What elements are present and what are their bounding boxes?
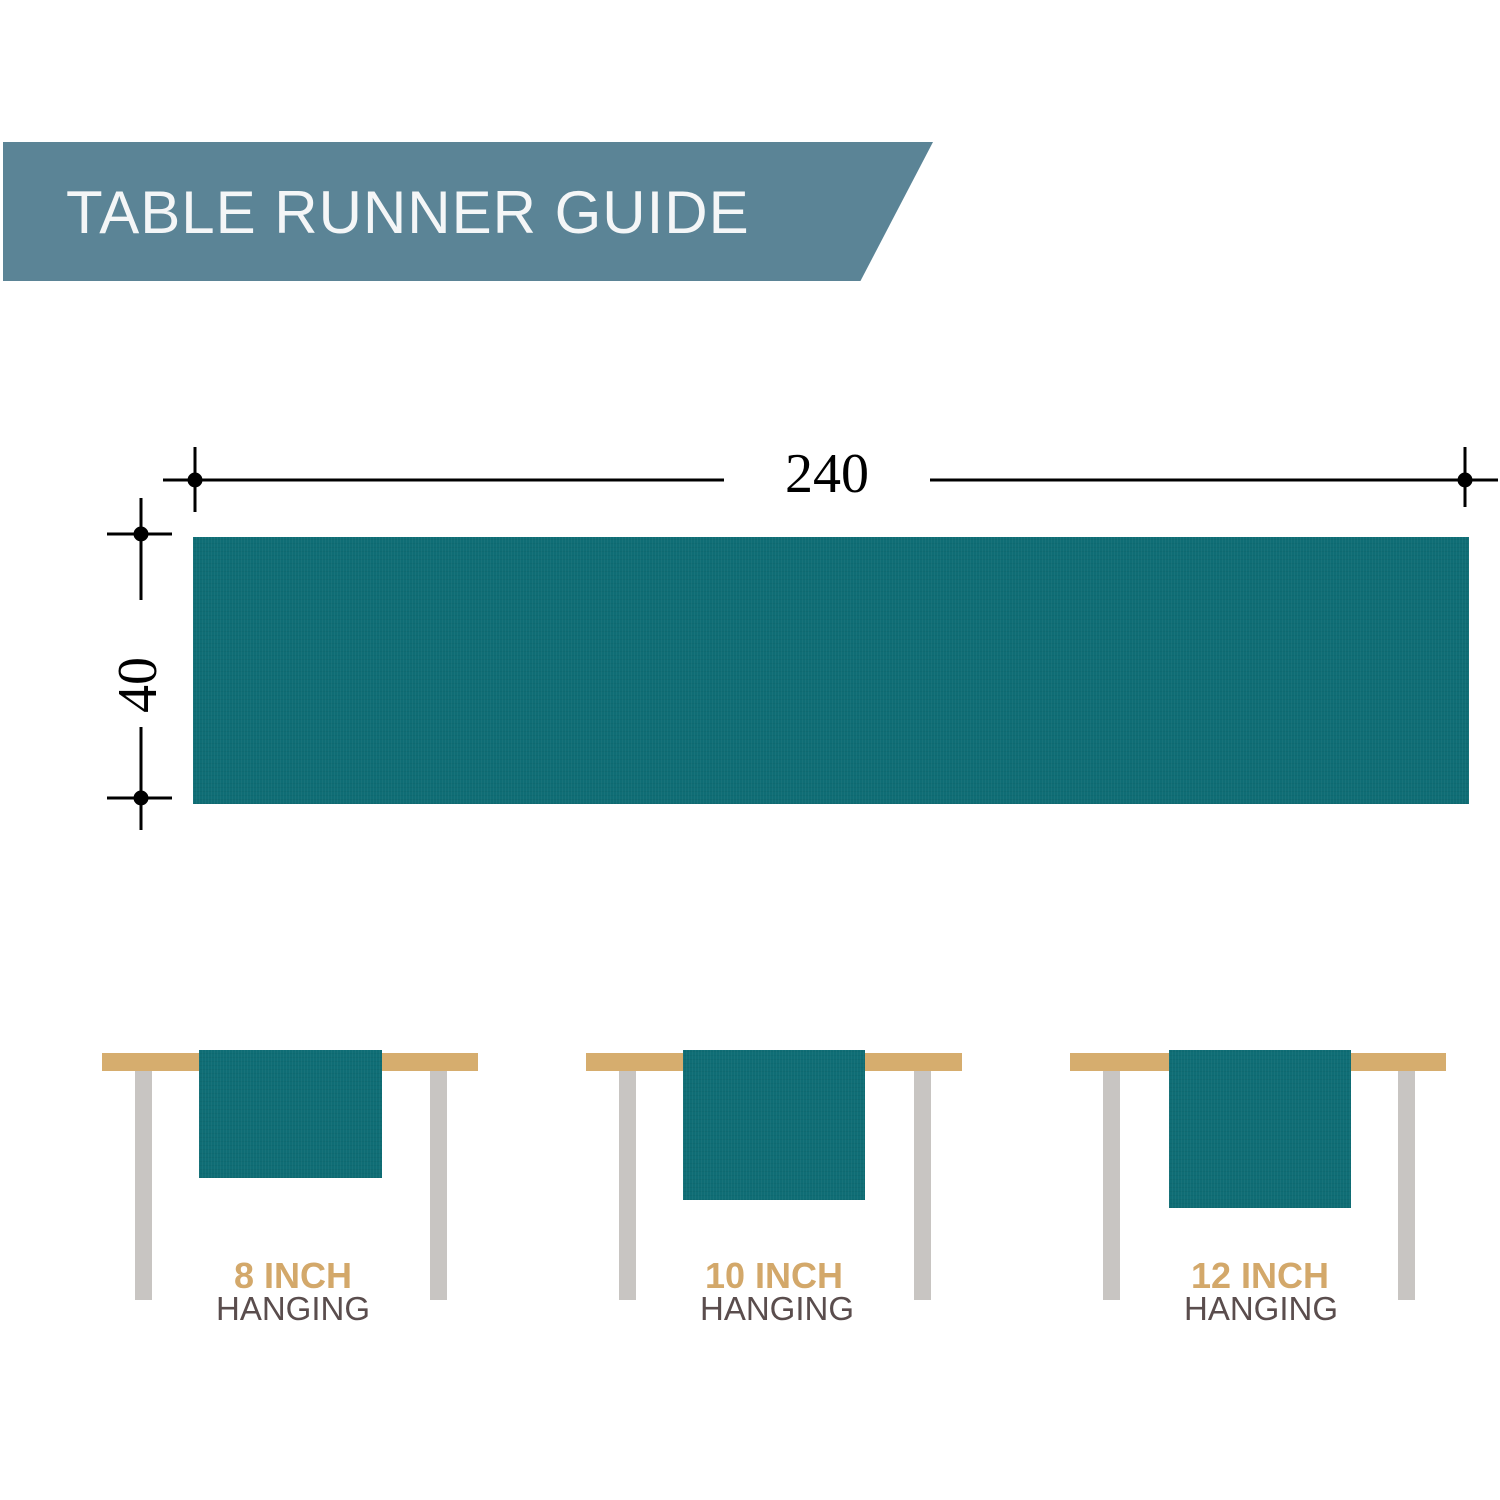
width-label: 40 [107, 657, 169, 713]
hanging-runner [683, 1050, 865, 1200]
page-title: TABLE RUNNER GUIDE [66, 179, 750, 246]
table-leg [430, 1071, 447, 1300]
dimension-lines [107, 447, 1498, 830]
hanging-label: HANGING [215, 1290, 370, 1327]
hanging-label: HANGING [699, 1290, 854, 1327]
title-banner [3, 142, 933, 281]
table-leg [1103, 1071, 1120, 1300]
hanging-amount: 8 INCH [233, 1255, 353, 1296]
hanging-runner [199, 1050, 382, 1178]
table-leg [1398, 1071, 1415, 1300]
hanging-runner [1169, 1050, 1351, 1208]
table-leg [914, 1071, 931, 1300]
table-leg [135, 1071, 152, 1300]
hanging-label: HANGING [1183, 1290, 1338, 1327]
hanging-amount: 12 INCH [1190, 1255, 1330, 1296]
hanging-amount: 10 INCH [704, 1255, 844, 1296]
length-label: 240 [785, 443, 869, 505]
table-leg [619, 1071, 636, 1300]
table-runner [193, 537, 1469, 804]
